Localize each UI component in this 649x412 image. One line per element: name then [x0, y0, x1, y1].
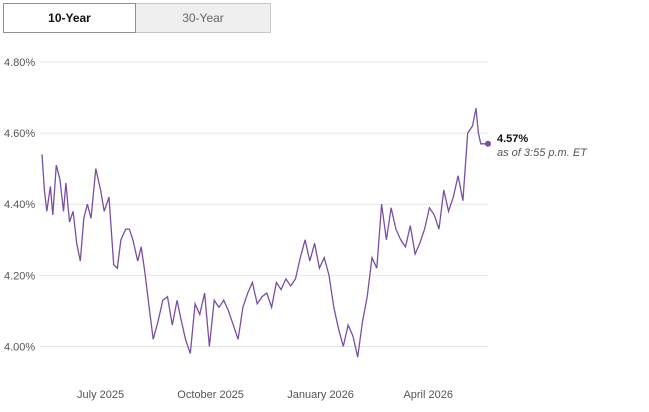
x-tick-label: July 2025 [77, 389, 124, 401]
latest-value-label: 4.57% [497, 133, 528, 145]
x-tick-label: April 2026 [403, 389, 453, 401]
latest-value-marker [485, 140, 491, 147]
tab-30-year[interactable]: 30-Year [136, 3, 271, 33]
y-tick-label: 4.60% [4, 128, 35, 140]
y-axis-tick-labels: 4.00% 4.20% 4.40% 4.60% 4.80% [4, 57, 35, 353]
x-tick-label: October 2025 [177, 389, 244, 401]
tab-10-year[interactable]: 10-Year [3, 3, 136, 33]
maturity-tabs: 10-Year 30-Year [3, 3, 271, 33]
y-tick-label: 4.80% [4, 57, 35, 69]
y-tick-label: 4.00% [4, 341, 35, 353]
yield-series-line [41, 108, 488, 358]
x-tick-label: January 2026 [287, 389, 354, 401]
x-axis-tick-labels: July 2025 October 2025 January 2026 April 2… [77, 389, 453, 401]
grid-lines [40, 61, 488, 347]
y-tick-label: 4.20% [4, 270, 35, 282]
latest-as-of-label: as of 3:55 p.m. ET [497, 147, 588, 159]
y-tick-label: 4.40% [4, 199, 35, 211]
